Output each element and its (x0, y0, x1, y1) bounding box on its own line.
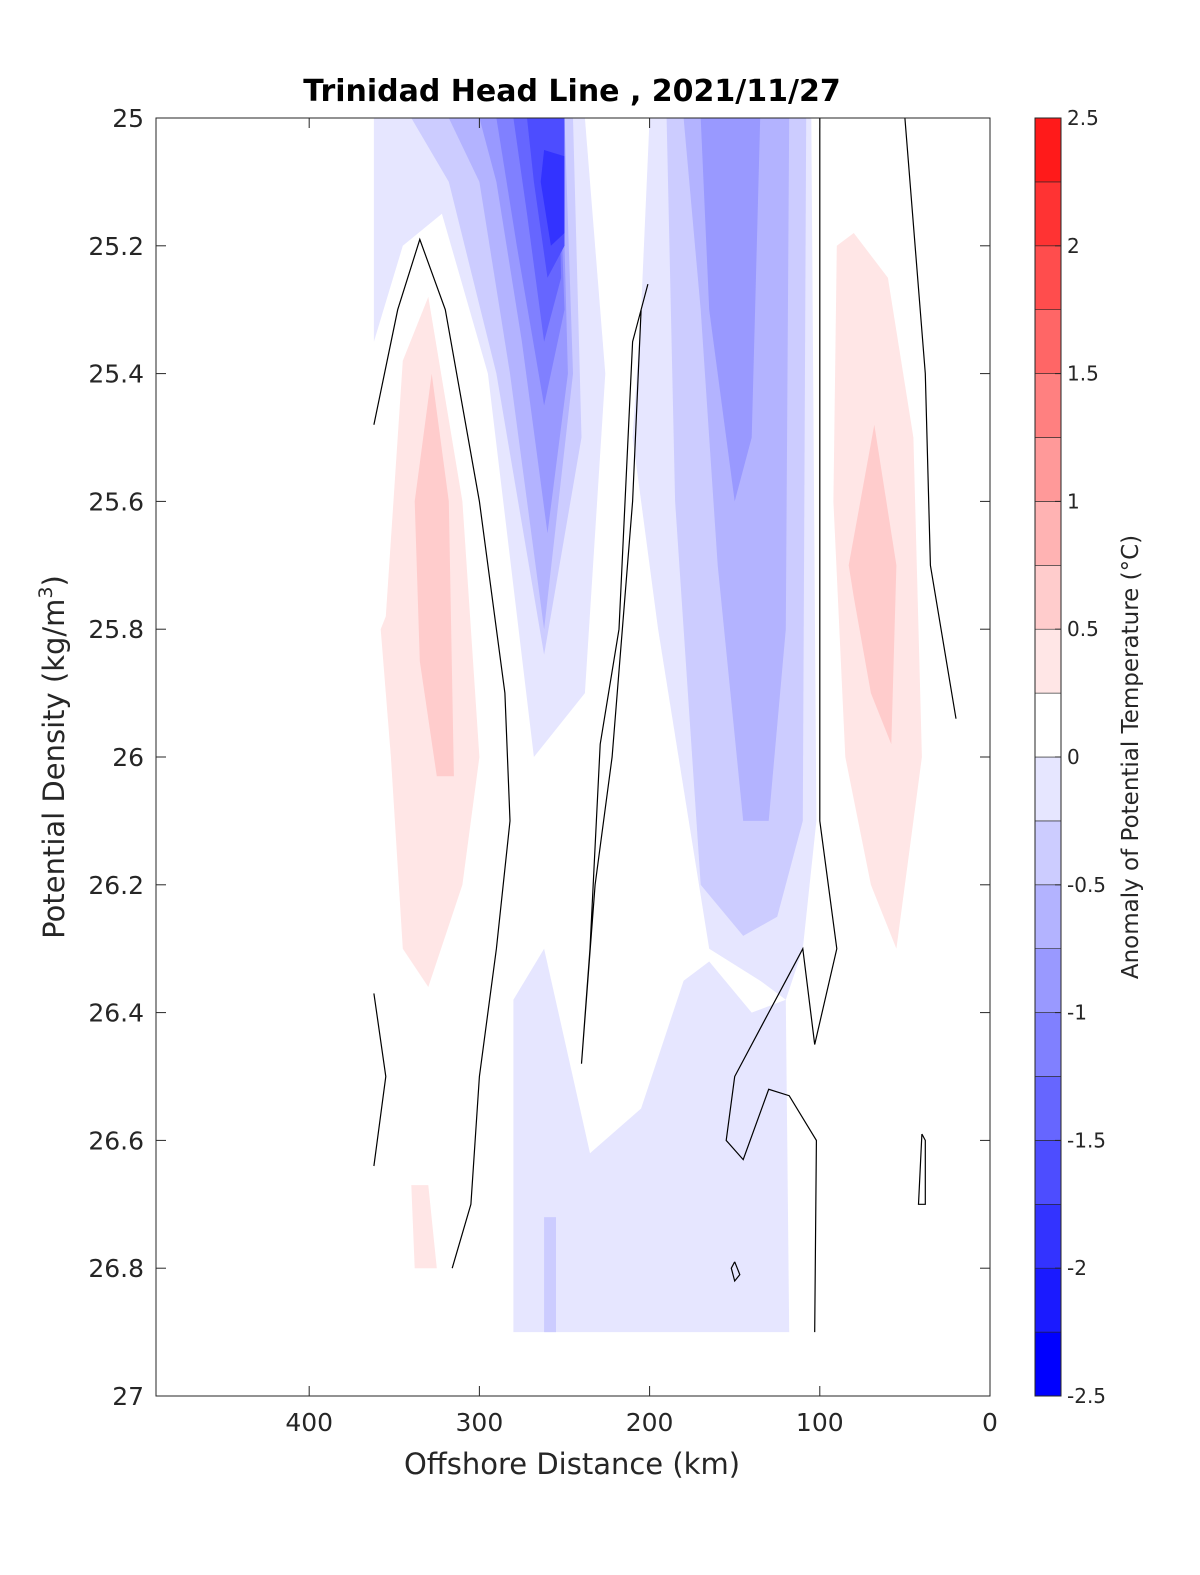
contour-region-warm-deep (411, 1185, 437, 1269)
colorbar-level (1034, 245, 1062, 311)
colorbar-level (1034, 756, 1062, 822)
contour-region-cold-deep (513, 948, 790, 1333)
x-axis-label: Offshore Distance (km) (404, 1447, 740, 1481)
colorbar-level (1034, 1204, 1062, 1269)
zero-contour-line (580, 283, 649, 1064)
y-axis-label-superscript: 3 (35, 586, 57, 598)
colorbar-level (1034, 501, 1062, 566)
y-tick-label: 25.4 (88, 360, 144, 389)
chart-title: Trinidad Head Line , 2021/11/27 (303, 74, 840, 109)
colorbar-level (1034, 1012, 1062, 1077)
colorbar-tick-label: -1.5 (1067, 1128, 1106, 1152)
colorbar: 2.5 2 1.5 1 0.5 0 -0.5 -1 -1.5 -2 -2.5 (1034, 106, 1106, 1408)
colorbar-tick-label: -2 (1067, 1256, 1087, 1280)
x-tick-label: 200 (626, 1408, 674, 1437)
colorbar-level (1034, 1076, 1062, 1141)
zero-contour-line (373, 993, 387, 1167)
y-axis-label: Potential Density (kg/m3) (35, 575, 71, 939)
colorbar-level (1034, 117, 1062, 183)
colorbar-level (1034, 437, 1062, 502)
y-axis-label-suffix: ) (37, 575, 71, 586)
contour-region-cold-core-nearshore (700, 118, 761, 502)
colorbar-level (1034, 692, 1062, 758)
colorbar-level (1034, 1140, 1062, 1205)
colorbar-tick-label: -0.5 (1067, 873, 1106, 897)
colorbar-tick-label: 2.5 (1067, 106, 1099, 130)
contour-region-warm-nearshore (848, 424, 897, 745)
colorbar-tick-label: -1 (1067, 1001, 1087, 1025)
colorbar-label: Anomaly of Potential Temperature (°C) (1118, 535, 1144, 979)
x-tick-label: 300 (456, 1408, 504, 1437)
contour-region-warm-offshore (414, 373, 454, 777)
colorbar-level (1034, 373, 1062, 438)
y-tick-label: 26.8 (88, 1254, 144, 1283)
y-tick-label: 27 (112, 1382, 144, 1411)
y-tick-label: 26.2 (88, 871, 144, 900)
y-tick-label: 25.2 (88, 232, 144, 261)
colorbar-tick-label: -2.5 (1067, 1384, 1106, 1408)
colorbar-level (1034, 884, 1062, 949)
y-axis-ticks: 25 25.2 25.4 25.6 25.8 26 26.2 26.4 26.6 26.8 27 (88, 104, 990, 1411)
filled-contours (373, 118, 922, 1333)
contour-region-cold-core-offshore (540, 150, 565, 246)
colorbar-level (1034, 948, 1062, 1013)
zero-contour-line (730, 1261, 741, 1283)
x-axis-ticks: 400 300 200 100 0 (285, 118, 998, 1437)
y-tick-label: 25 (112, 104, 144, 133)
zero-contour-lines (373, 118, 957, 1333)
colorbar-level (1034, 1331, 1062, 1397)
x-tick-label: 400 (285, 1408, 333, 1437)
y-axis-label-main: Potential Density (kg/m (37, 599, 71, 939)
colorbar-tick-label: 1.5 (1067, 362, 1099, 386)
colorbar-tick-label: 1 (1067, 489, 1080, 513)
colorbar-tick-label: 0 (1067, 745, 1080, 769)
colorbar-level (1034, 564, 1062, 630)
colorbar-tick-label: 2 (1067, 234, 1080, 258)
colorbar-tick-label: 0.5 (1067, 617, 1099, 641)
colorbar-level (1034, 181, 1062, 247)
zero-contour-line (904, 118, 957, 719)
y-tick-label: 26.6 (88, 1126, 144, 1155)
zero-contour-line (373, 237, 511, 1269)
colorbar-level (1034, 309, 1062, 374)
zero-contour-line (725, 118, 838, 1333)
colorbar-level (1034, 1267, 1062, 1333)
y-tick-label: 26 (112, 743, 144, 772)
y-tick-label: 25.8 (88, 615, 144, 644)
colorbar-level (1034, 820, 1062, 886)
zero-contour-line (917, 1133, 926, 1205)
y-tick-label: 26.4 (88, 999, 144, 1028)
colorbar-level (1034, 628, 1062, 694)
x-tick-label: 0 (982, 1408, 998, 1437)
y-tick-label: 25.6 (88, 487, 144, 516)
contour-region-cold-deep (544, 1217, 556, 1333)
x-tick-label: 100 (796, 1408, 844, 1437)
